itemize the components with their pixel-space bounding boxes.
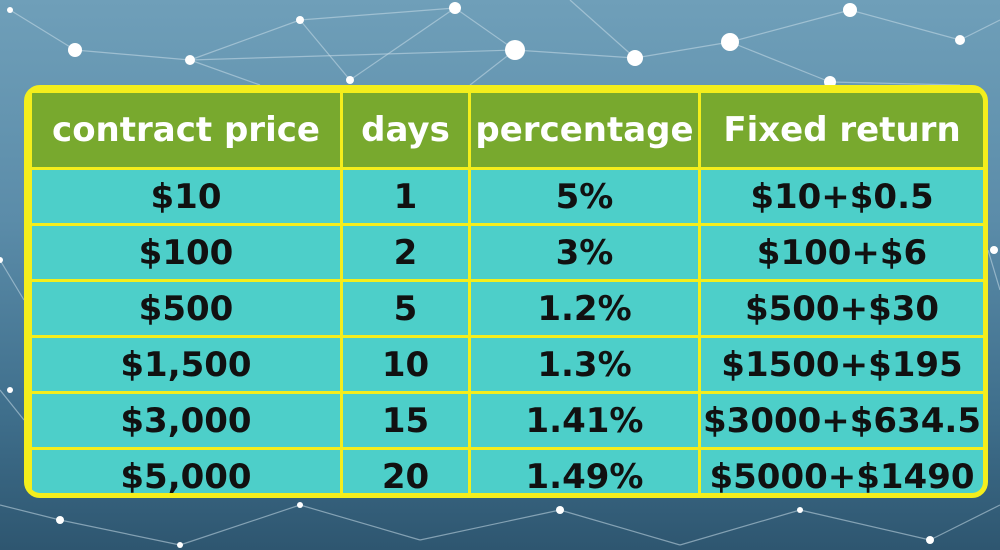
- cell-fixed-return: $5000+$1490: [698, 447, 983, 493]
- header-days: days: [340, 90, 471, 170]
- table-row: $1,500 10 1.3% $1500+$195: [29, 335, 983, 394]
- table-row: $500 5 1.2% $500+$30: [29, 279, 983, 338]
- cell-days: 1: [340, 167, 471, 226]
- cell-days: 20: [340, 447, 471, 493]
- cell-fixed-return: $10+$0.5: [698, 167, 983, 226]
- cell-days: 2: [340, 223, 471, 282]
- cell-contract-price: $500: [29, 279, 343, 338]
- cell-percentage: 3%: [468, 223, 701, 282]
- cell-days: 15: [340, 391, 471, 450]
- cell-percentage: 1.2%: [468, 279, 701, 338]
- cell-contract-price: $3,000: [29, 391, 343, 450]
- returns-table-frame: contract price days percentage Fixed ret…: [24, 85, 988, 498]
- table-row: $10 1 5% $10+$0.5: [29, 167, 983, 226]
- cell-contract-price: $5,000: [29, 447, 343, 493]
- header-contract-price: contract price: [29, 90, 343, 170]
- cell-days: 5: [340, 279, 471, 338]
- cell-contract-price: $10: [29, 167, 343, 226]
- cell-days: 10: [340, 335, 471, 394]
- cell-fixed-return: $100+$6: [698, 223, 983, 282]
- cell-percentage: 5%: [468, 167, 701, 226]
- cell-percentage: 1.41%: [468, 391, 701, 450]
- table-row: $100 2 3% $100+$6: [29, 223, 983, 282]
- table-row: $5,000 20 1.49% $5000+$1490: [29, 447, 983, 493]
- cell-contract-price: $1,500: [29, 335, 343, 394]
- table-header-row: contract price days percentage Fixed ret…: [29, 90, 983, 170]
- cell-percentage: 1.3%: [468, 335, 701, 394]
- table-row: $3,000 15 1.41% $3000+$634.5: [29, 391, 983, 450]
- cell-fixed-return: $3000+$634.5: [698, 391, 983, 450]
- cell-fixed-return: $1500+$195: [698, 335, 983, 394]
- cell-percentage: 1.49%: [468, 447, 701, 493]
- cell-fixed-return: $500+$30: [698, 279, 983, 338]
- header-percentage: percentage: [468, 90, 701, 170]
- returns-table: contract price days percentage Fixed ret…: [29, 90, 983, 493]
- cell-contract-price: $100: [29, 223, 343, 282]
- header-fixed-return: Fixed return: [698, 90, 983, 170]
